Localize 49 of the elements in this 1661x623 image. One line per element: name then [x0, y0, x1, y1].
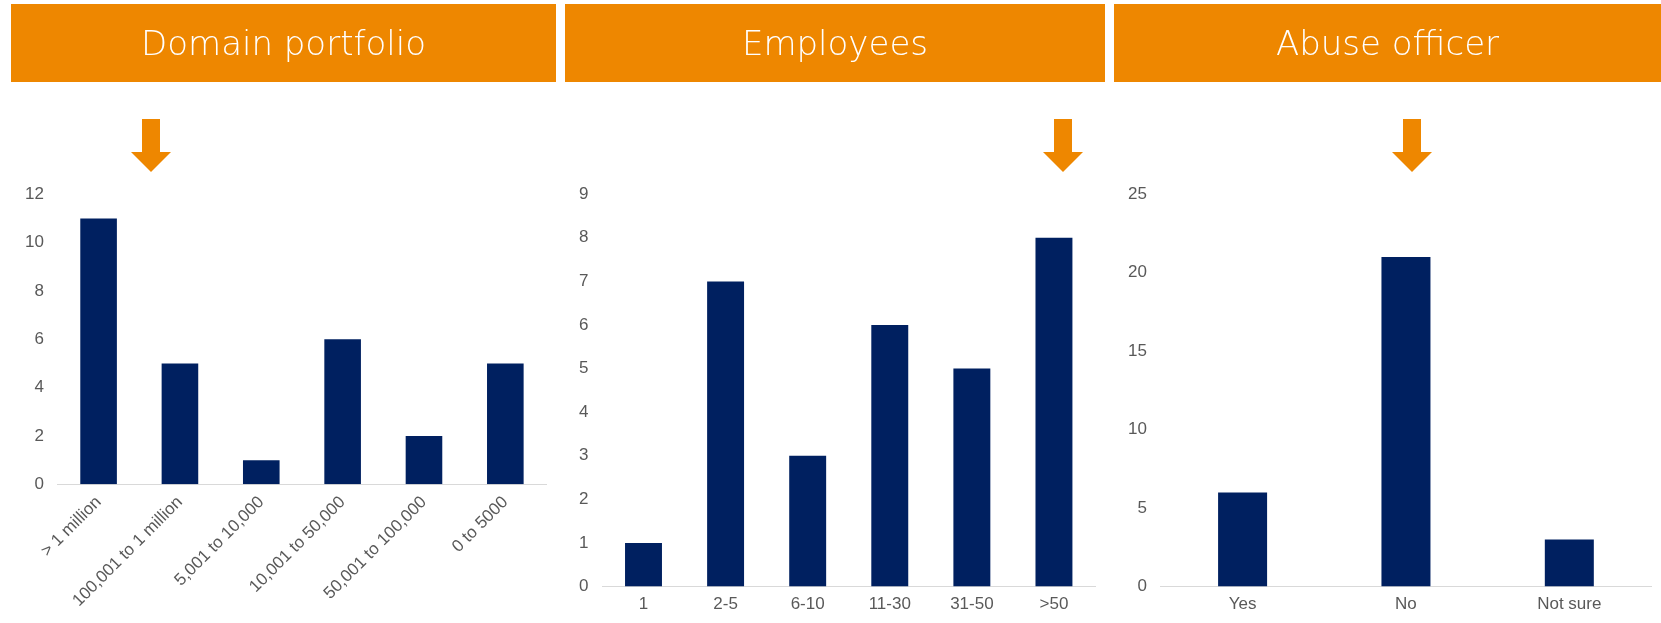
chart-title: Abuse officer [1114, 4, 1661, 82]
y-tick-label: 7 [578, 271, 589, 291]
y-tick-label: 3 [578, 445, 589, 465]
y-tick-label: 0 [1137, 576, 1147, 596]
bar [1218, 492, 1268, 587]
x-tick-label: 2-5 [713, 594, 738, 614]
y-tick-label: 6 [34, 328, 44, 348]
x-tick-label: >50 [1039, 594, 1069, 614]
bar [324, 339, 361, 485]
y-tick-label: 6 [578, 314, 589, 334]
y-tick-label: 10 [24, 232, 44, 252]
x-tick-label: Not sure [1537, 594, 1602, 614]
y-tick-label: 12 [24, 183, 44, 203]
bar [871, 325, 909, 587]
x-tick-label: 11-30 [868, 594, 911, 614]
bar [1381, 256, 1431, 587]
x-tick-label: Yes [1228, 594, 1257, 614]
bar [161, 363, 199, 485]
y-tick-label: 25 [1127, 183, 1147, 203]
bar [242, 460, 280, 485]
y-tick-label: 2 [34, 425, 44, 445]
chart-title: Employees [565, 4, 1105, 82]
x-tick-label: 31-50 [950, 594, 994, 614]
bar [953, 368, 991, 587]
chart-title: Domain portfolio [11, 4, 556, 82]
y-tick-label: 8 [34, 280, 44, 300]
y-tick-label: 15 [1127, 340, 1147, 360]
y-tick-label: 5 [1137, 497, 1147, 517]
bar [707, 281, 745, 587]
y-tick-label: 4 [578, 401, 589, 421]
y-tick-label: 0 [34, 474, 44, 494]
y-tick-label: 0 [578, 576, 589, 596]
y-tick-label: 2 [578, 489, 589, 509]
x-tick-label: No [1395, 594, 1417, 614]
x-tick-label: 6-10 [790, 594, 825, 614]
bar [80, 218, 117, 485]
x-tick-label: 1 [638, 594, 649, 614]
y-tick-label: 5 [578, 358, 589, 378]
bar [789, 455, 827, 587]
bar [1035, 237, 1073, 587]
bar [405, 435, 443, 485]
y-tick-label: 20 [1127, 262, 1147, 282]
y-tick-label: 4 [34, 377, 44, 397]
bar [487, 363, 524, 485]
y-tick-label: 9 [578, 183, 589, 203]
y-tick-label: 8 [578, 227, 589, 247]
y-tick-label: 10 [1127, 419, 1147, 439]
bar [1544, 539, 1594, 587]
bar [625, 543, 662, 587]
